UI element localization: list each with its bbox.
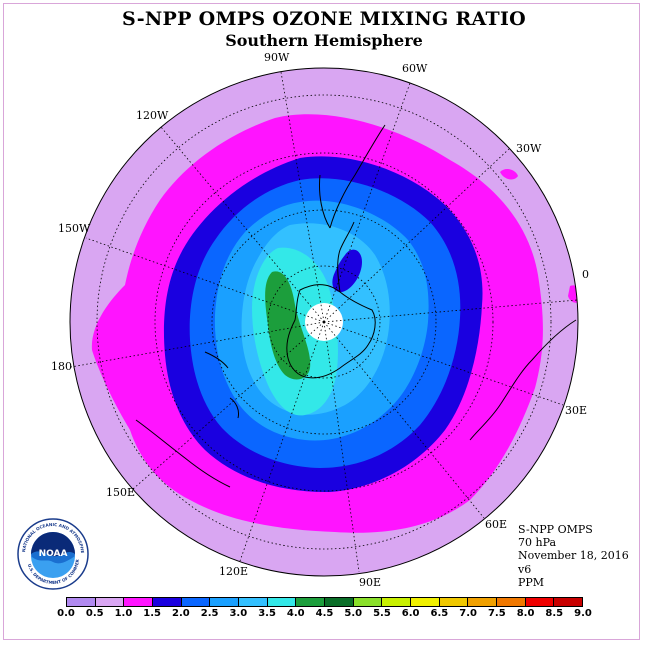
colorbar-cell [353, 598, 383, 606]
colorbar-tick-label: 2.0 [172, 608, 190, 619]
latitude-circle-70s [211, 209, 437, 435]
coastlines [135, 124, 577, 488]
colorbar-tick-label: 5.0 [344, 608, 363, 619]
colorbar-cell [325, 598, 354, 606]
colorbar-tick-label: 8.0 [516, 608, 535, 619]
page-subtitle: Southern Hemisphere [225, 31, 423, 50]
south-america-coastline [319, 124, 386, 229]
graticule [70, 71, 578, 573]
africa-coastline [469, 319, 577, 441]
observation-date: November 18, 2016 [518, 549, 629, 563]
colorbar-cell [497, 598, 526, 606]
colorbar-cell [296, 598, 326, 606]
new-zealand-coastline [204, 351, 239, 419]
pressure-level: 70 hPa [518, 536, 557, 550]
colorbar-tick-label: 4.5 [315, 608, 334, 619]
longitude-label-30w: 30W [516, 142, 542, 155]
colorbar-tick-label: 1.5 [143, 608, 162, 619]
antarctica-coastline [286, 284, 376, 379]
australia-coastline [135, 419, 231, 488]
colorbar-tick-label: 4.0 [286, 608, 305, 619]
longitude-label-180: 180 [51, 360, 72, 373]
longitude-label-120w: 120W [136, 109, 169, 122]
colorbar-cell [153, 598, 182, 606]
noaa-logo-text: NOAA [39, 549, 68, 559]
colorbar-cell [267, 598, 297, 606]
colorbar-cell [525, 598, 555, 606]
colorbar-tick-label: 1.0 [114, 608, 133, 619]
longitude-label-150e: 150E [106, 486, 136, 499]
product-info: S-NPP OMPS 70 hPa November 18, 2016 v6 P… [518, 523, 629, 589]
colorbar-cell [411, 598, 440, 606]
colorbar-cell [67, 598, 96, 606]
longitude-label-90e: 90E [359, 576, 382, 589]
longitude-label-30e: 30E [565, 404, 588, 417]
colorbar [66, 597, 583, 607]
longitude-label-90w: 90W [264, 51, 290, 64]
longitude-label-60w: 60W [402, 62, 428, 75]
latitude-circle-60s [154, 152, 494, 492]
colorbar-cell [95, 598, 125, 606]
colorbar-cell [554, 598, 583, 606]
longitude-label-150w: 150W [58, 222, 91, 235]
colorbar-tick-label: 7.5 [487, 608, 506, 619]
contour-4.0-4.5 [265, 271, 311, 380]
longitude-label-60e: 60E [485, 518, 508, 531]
figure-frame [3, 3, 640, 640]
colorbar-tick-label: 7.0 [459, 608, 477, 619]
colorbar-cell [382, 598, 412, 606]
colorbar-tick-label: 3.5 [258, 608, 276, 619]
units-label: PPM [518, 575, 545, 589]
product-version: v6 [518, 562, 532, 576]
antarctic-peninsula [337, 221, 355, 293]
page-title: S-NPP OMPS OZONE MIXING RATIO [121, 8, 527, 30]
magenta-spot-north [500, 169, 518, 180]
colorbar-tick-label: 9.0 [574, 608, 592, 619]
longitude-label-120e: 120E [219, 565, 249, 578]
meridian-180 [70, 321, 325, 368]
colorbar-tick-label: 6.0 [401, 608, 420, 619]
colorbar-cell [239, 598, 268, 606]
colorbar-cell [124, 598, 154, 606]
longitude-label-0: 0 [582, 268, 589, 281]
colorbar-tick-label: 2.5 [200, 608, 219, 619]
colorbar-tick-label: 0.0 [57, 608, 75, 619]
colorbar-tick-label: 0.5 [85, 608, 104, 619]
latitude-circle-80s [267, 265, 381, 379]
noaa-logo: NATIONAL OCEANIC AND ATMOSPHERIC ADMINIS… [17, 518, 89, 590]
colorbar-cell [439, 598, 469, 606]
colorbar-tick-label: 3.0 [229, 608, 248, 619]
colorbar-tick-label: 5.5 [373, 608, 391, 619]
colorbar-cell [210, 598, 240, 606]
colorbar-cell [181, 598, 211, 606]
colorbar-tick-labels: 0.0 0.5 1.0 1.5 2.0 2.5 3.0 3.5 4.0 4.5 5.0 5.5 6.0 6… [0, 608, 648, 622]
instrument-name: S-NPP OMPS [518, 523, 593, 536]
latitude-circle-50s [96, 94, 552, 550]
colorbar-tick-label: 6.5 [430, 608, 449, 619]
disk-outline [69, 67, 579, 577]
colorbar-tick-label: 8.5 [545, 608, 564, 619]
colorbar-cell [468, 598, 498, 606]
blue-lobe [332, 249, 362, 293]
